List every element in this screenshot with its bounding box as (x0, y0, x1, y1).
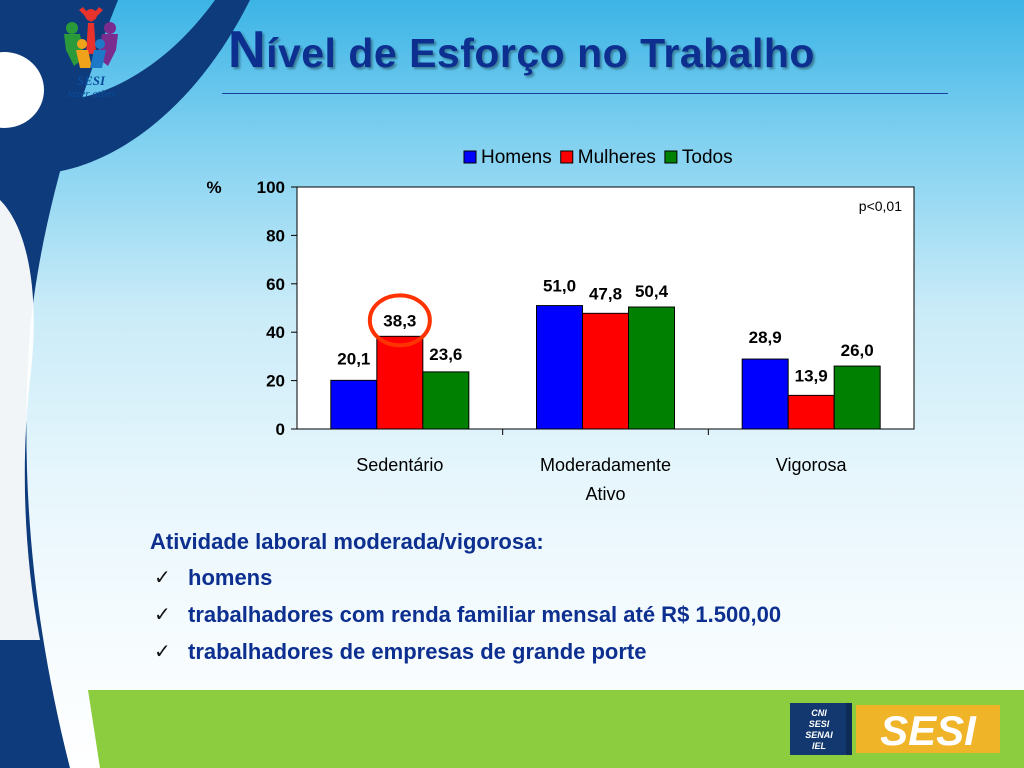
notes-item-text: homens (188, 565, 273, 590)
notes-section: Atividade laboral moderada/vigorosa: ✓ h… (150, 525, 990, 670)
check-icon: ✓ (154, 639, 171, 663)
bar (833, 365, 881, 430)
notes-item: ✓ trabalhadores de empresas de grande po… (150, 633, 990, 670)
x-category-label: Vigorosa (776, 455, 848, 475)
figure-head-shape (0, 52, 44, 128)
bar (628, 306, 675, 430)
y-tick-label: 40 (266, 323, 285, 342)
bar (741, 358, 789, 430)
bar-chart: 0 20 40 60 80 100% 20,1 38,3 23,6 Sedentário 51,0 4… (190, 140, 930, 520)
logo-subtitle-text: lazer ativo (67, 88, 115, 100)
bar (330, 379, 378, 430)
y-tick-label: 0 (276, 420, 285, 439)
footer-brand-text: SESI (880, 707, 977, 754)
notes-heading: Atividade laboral moderada/vigorosa: (150, 529, 544, 554)
highlight-circle (367, 293, 432, 348)
bar (536, 305, 583, 430)
bar-chart-svg: 0 20 40 60 80 100% 20,1 38,3 23,6 Sedentário 51,0 4… (206, 147, 915, 504)
data-label: 51,0 (543, 277, 576, 296)
bar (787, 394, 835, 430)
x-category-label: Moderadamente (540, 455, 671, 475)
sesi-lazer-ativo-logo: SESI lazer ativo (52, 6, 130, 106)
notes-item: ✓ trabalhadores com renda familiar mensa… (150, 596, 990, 633)
bar (422, 371, 470, 430)
footer-badge-line: SENAI (805, 730, 833, 740)
footer-badge-line: SESI (809, 719, 830, 729)
y-axis-label: % (206, 178, 221, 197)
footer-brand-bg (856, 705, 1000, 753)
bar (582, 312, 629, 430)
y-tick-label: 100 (257, 178, 285, 197)
data-label: 50,4 (635, 282, 669, 301)
legend-swatch (463, 150, 477, 164)
legend-label: Mulheres (578, 147, 656, 168)
page-title-initial: N (228, 21, 267, 79)
title-underline (222, 93, 948, 94)
footer-badge-line: CNI (811, 708, 827, 718)
page-title-rest: ível de Esforço no Trabalho (266, 30, 815, 76)
legend-label: Homens (481, 147, 552, 168)
data-label: 28,9 (749, 328, 782, 347)
data-label: 47,8 (589, 284, 622, 303)
data-label: 23,6 (429, 345, 462, 364)
data-label: 38,3 (383, 311, 416, 330)
legend-swatch (664, 150, 678, 164)
bar (376, 335, 424, 430)
y-tick-label: 60 (266, 275, 285, 294)
people-logo-icon (64, 7, 118, 68)
data-label: 20,1 (337, 349, 370, 368)
data-label: 13,9 (795, 366, 828, 385)
x-category-label: Ativo (585, 484, 625, 504)
notes-item-text: trabalhadores de empresas de grande port… (188, 639, 647, 664)
notes-item: ✓ homens (150, 559, 990, 596)
notes-item-text: trabalhadores com renda familiar mensal … (188, 602, 782, 627)
data-label: 26,0 (841, 341, 874, 360)
footer-badge-bg (790, 703, 848, 755)
legend-swatch (560, 150, 574, 164)
figure-inner-light (0, 200, 40, 640)
logo-brand-text: SESI (76, 73, 106, 88)
figure-arm-shape (0, 0, 250, 175)
y-tick-label: 80 (266, 226, 285, 245)
footer-sesi-logo: CNI SESI SENAI IEL SESI (790, 703, 1000, 755)
footer-badge-line: IEL (812, 741, 826, 751)
y-tick-label: 20 (266, 372, 285, 391)
check-icon: ✓ (154, 565, 171, 589)
footer-badge-stripe (846, 703, 852, 755)
page-title: Nível de Esforço no Trabalho (228, 20, 815, 80)
check-icon: ✓ (154, 602, 171, 626)
x-category-label: Sedentário (356, 455, 443, 475)
legend-label: Todos (682, 147, 733, 168)
significance-annotation: p<0,01 (859, 198, 902, 214)
